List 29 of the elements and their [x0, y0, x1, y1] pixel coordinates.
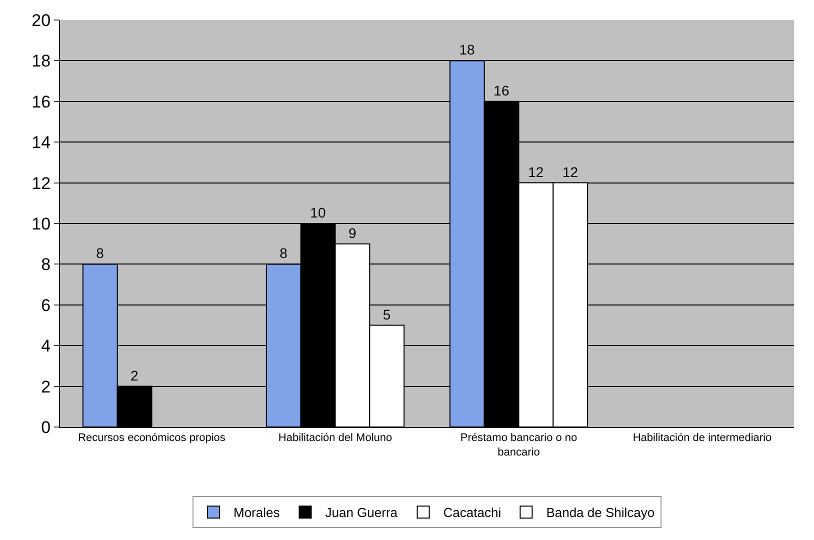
- legend-label: Morales: [234, 505, 280, 520]
- data-label: 16: [494, 82, 510, 98]
- data-label: 8: [280, 245, 288, 262]
- data-label: 12: [528, 164, 544, 180]
- legend-label: Banda de Shilcayo: [546, 505, 655, 520]
- y-tick-label: 20: [32, 10, 51, 30]
- y-tick-label: 6: [41, 296, 51, 315]
- data-label: 8: [96, 245, 104, 262]
- data-label: 10: [310, 204, 326, 220]
- y-tick-label: 2: [41, 377, 51, 396]
- data-label: 2: [130, 367, 139, 384]
- y-tick-label: 0: [41, 418, 51, 437]
- legend-label: Juan Guerra: [325, 505, 398, 520]
- x-tick-label: Habilitación del Moluno: [278, 432, 392, 444]
- y-tick-label: 12: [32, 174, 51, 193]
- y-tick-label: 8: [41, 255, 51, 274]
- x-tick-label: Recursos económicos propios: [78, 432, 226, 444]
- data-label: 12: [562, 164, 578, 180]
- y-tick-label: 14: [32, 133, 51, 152]
- data-label: 18: [459, 42, 476, 58]
- data-label: 5: [382, 306, 391, 322]
- y-tick-label: 18: [32, 52, 51, 71]
- data-label: 9: [348, 224, 356, 241]
- legend-label: Cacatachi: [443, 505, 502, 520]
- y-tick-label: 4: [41, 336, 51, 356]
- y-tick-label: 10: [32, 214, 51, 234]
- x-tick-label: Préstamo bancario o no bancario: [460, 432, 578, 458]
- y-tick-label: 16: [32, 92, 51, 112]
- x-tick-label: Habilitación de intermediario: [632, 432, 772, 444]
